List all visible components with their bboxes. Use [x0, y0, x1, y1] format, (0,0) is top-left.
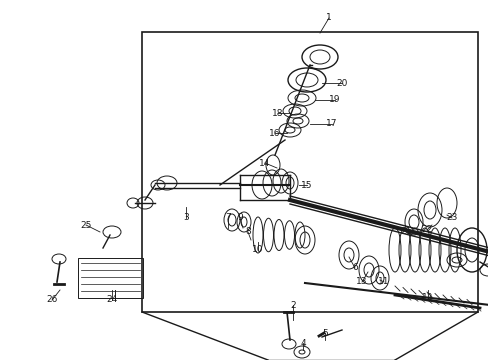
Text: 3: 3 [183, 213, 188, 222]
Text: 15: 15 [301, 180, 312, 189]
Text: 9: 9 [237, 213, 243, 222]
Text: 25: 25 [80, 220, 92, 230]
Text: 6: 6 [351, 264, 357, 273]
Text: 4: 4 [300, 338, 305, 347]
Text: 24: 24 [106, 296, 118, 305]
Text: 1: 1 [325, 13, 331, 22]
Text: 18: 18 [272, 108, 283, 117]
Text: 26: 26 [46, 296, 58, 305]
Text: 19: 19 [328, 95, 340, 104]
Text: 23: 23 [446, 213, 457, 222]
Text: 2: 2 [289, 301, 295, 310]
Text: 10: 10 [252, 246, 263, 255]
Text: 8: 8 [244, 228, 250, 237]
Text: 14: 14 [259, 158, 270, 167]
Text: 12: 12 [422, 293, 433, 302]
Text: 16: 16 [269, 129, 280, 138]
Text: 17: 17 [325, 120, 337, 129]
Text: 22: 22 [421, 225, 432, 234]
Text: 20: 20 [336, 78, 347, 87]
Text: 5: 5 [322, 328, 327, 338]
Bar [78, 258, 142, 298]
Text: 13: 13 [356, 278, 367, 287]
Text: 7: 7 [224, 213, 230, 222]
Bar [142, 32, 477, 312]
Text: 11: 11 [378, 278, 389, 287]
Text: 21: 21 [400, 228, 411, 237]
